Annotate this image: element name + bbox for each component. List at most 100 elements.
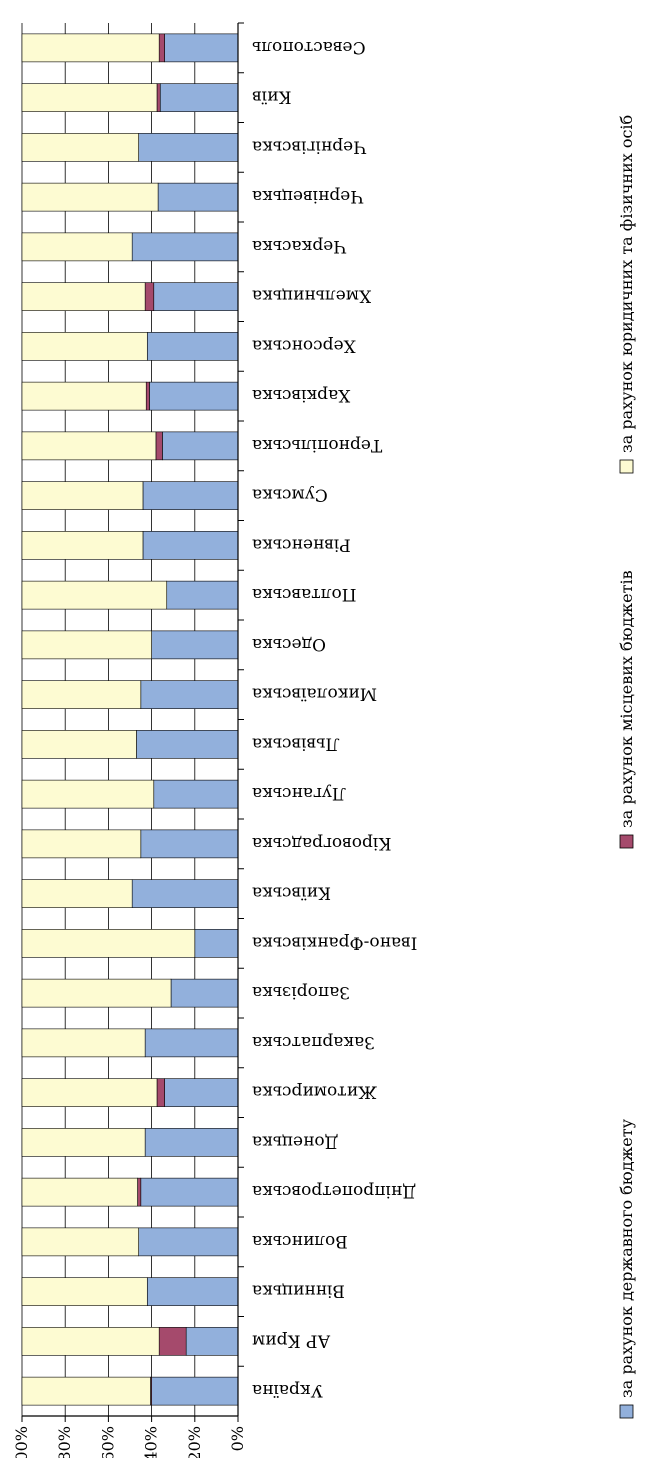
y-tick-labels: 0% 20% 40% 60% 80% 100% xyxy=(12,1426,247,1458)
bar-segment xyxy=(151,1376,239,1406)
category-label: АР Крим xyxy=(252,1330,330,1350)
bar-segment xyxy=(21,978,172,1008)
legend-swatch xyxy=(619,834,634,849)
bar-segment xyxy=(21,381,147,411)
bar-segment xyxy=(159,83,239,112)
bar-segment xyxy=(21,1327,160,1356)
bar-segment xyxy=(131,879,239,908)
category-labels: Україна АР Крим Вінницька Волинська Дніпропе… xyxy=(252,37,417,1400)
category-label: Львівська xyxy=(252,733,340,753)
bar-segment xyxy=(21,929,196,958)
y-tick-label: 80% xyxy=(55,1426,74,1458)
category-label: Чернівецька xyxy=(252,186,363,206)
legend-label: за рахунок місцевих бюджетів xyxy=(617,570,636,828)
bar-segment xyxy=(21,232,133,262)
bar-segment xyxy=(140,680,239,709)
legend: за рахунок державного бюджету за рахунок … xyxy=(617,115,636,1419)
y-tick-label: 20% xyxy=(185,1426,204,1458)
bar-segment xyxy=(21,779,155,809)
bar-segment xyxy=(21,1376,151,1406)
bar-segment xyxy=(158,1327,187,1356)
bar-segment xyxy=(194,929,239,958)
y-tick-label: 0% xyxy=(228,1426,247,1451)
bar-segment xyxy=(164,1078,239,1107)
bar-segment xyxy=(149,381,239,411)
bar-segment xyxy=(21,531,144,560)
bar-segment xyxy=(156,1078,165,1107)
axes xyxy=(21,22,244,1422)
bar-segment xyxy=(145,381,150,411)
category-label: Рівненська xyxy=(252,534,351,554)
category-label: Миколаївська xyxy=(252,684,377,704)
bar-segment xyxy=(21,879,133,908)
category-label: Житомирська xyxy=(252,1082,377,1102)
category-label: Луганська xyxy=(252,783,346,803)
category-label: Київ xyxy=(252,87,292,107)
bar-segment xyxy=(164,33,239,63)
category-label: Закарпатська xyxy=(252,1032,375,1052)
bar-segment xyxy=(146,332,239,361)
bar-segment xyxy=(137,1177,142,1207)
legend-swatch xyxy=(619,459,634,474)
bar-segment xyxy=(151,630,239,660)
bar-segment xyxy=(21,1128,146,1157)
bar-segment xyxy=(21,182,159,212)
category-label: Черкаська xyxy=(252,236,346,256)
category-label: Волинська xyxy=(252,1231,348,1251)
bar-segment xyxy=(140,1177,239,1207)
category-label: Тернопільська xyxy=(252,435,382,455)
bar-segment xyxy=(21,580,168,610)
bar-segment xyxy=(142,531,239,560)
legend-label: за рахунок юридичних та фізичних осіб xyxy=(617,115,636,453)
bar-segment xyxy=(157,182,239,212)
bar-segment xyxy=(21,1277,148,1306)
bar-segment xyxy=(138,133,239,162)
bar-segment xyxy=(21,680,142,709)
category-label: Донецька xyxy=(252,1131,338,1151)
category-label: Україна xyxy=(252,1380,323,1400)
bar-segment xyxy=(21,630,152,660)
bar-segment xyxy=(166,580,239,610)
bar-segment xyxy=(21,1227,139,1257)
category-label: Запорізька xyxy=(252,982,350,1002)
bar-segment xyxy=(142,481,239,510)
bars xyxy=(21,33,239,1406)
bar-segment xyxy=(21,481,144,510)
category-label: Сумська xyxy=(252,485,328,505)
category-label: Вінницька xyxy=(252,1281,345,1301)
category-label: Київська xyxy=(252,883,331,903)
bar-segment xyxy=(146,1277,239,1306)
legend-label: за рахунок державного бюджету xyxy=(617,1118,636,1398)
bar-segment xyxy=(162,431,239,461)
bar-segment xyxy=(21,1078,158,1107)
category-label: Дніпропетровська xyxy=(252,1181,416,1201)
bar-segment xyxy=(21,133,139,162)
bar-segment xyxy=(153,779,239,809)
bar-segment xyxy=(170,978,239,1008)
category-label: Харківська xyxy=(252,385,350,405)
bar-segment xyxy=(21,1028,146,1058)
bar-segment xyxy=(21,33,160,63)
category-label: Івано-Франківська xyxy=(252,932,417,952)
category-label: Кіровоградська xyxy=(252,833,391,853)
bar-segment xyxy=(144,1128,239,1157)
bar-segment xyxy=(185,1327,239,1356)
y-tick-label: 60% xyxy=(98,1426,117,1458)
bar-segment xyxy=(21,1177,138,1207)
bar-segment xyxy=(21,332,148,361)
bar-segment xyxy=(138,1227,239,1257)
y-tick-label: 100% xyxy=(12,1426,31,1458)
grid xyxy=(21,23,196,1416)
category-label: Чернігівська xyxy=(252,136,366,156)
bar-segment xyxy=(144,1028,239,1058)
bar-segment xyxy=(21,431,157,461)
y-tick-label: 40% xyxy=(142,1426,161,1458)
bar-segment xyxy=(21,83,158,112)
bar-segment xyxy=(21,730,137,759)
bar-segment xyxy=(21,282,146,311)
plot-area: Україна АР Крим Вінницька Волинська Дніпропе… xyxy=(12,22,636,1458)
bar-segment xyxy=(21,829,142,859)
bar-segment xyxy=(158,33,165,63)
category-label: Полтавська xyxy=(252,584,357,604)
